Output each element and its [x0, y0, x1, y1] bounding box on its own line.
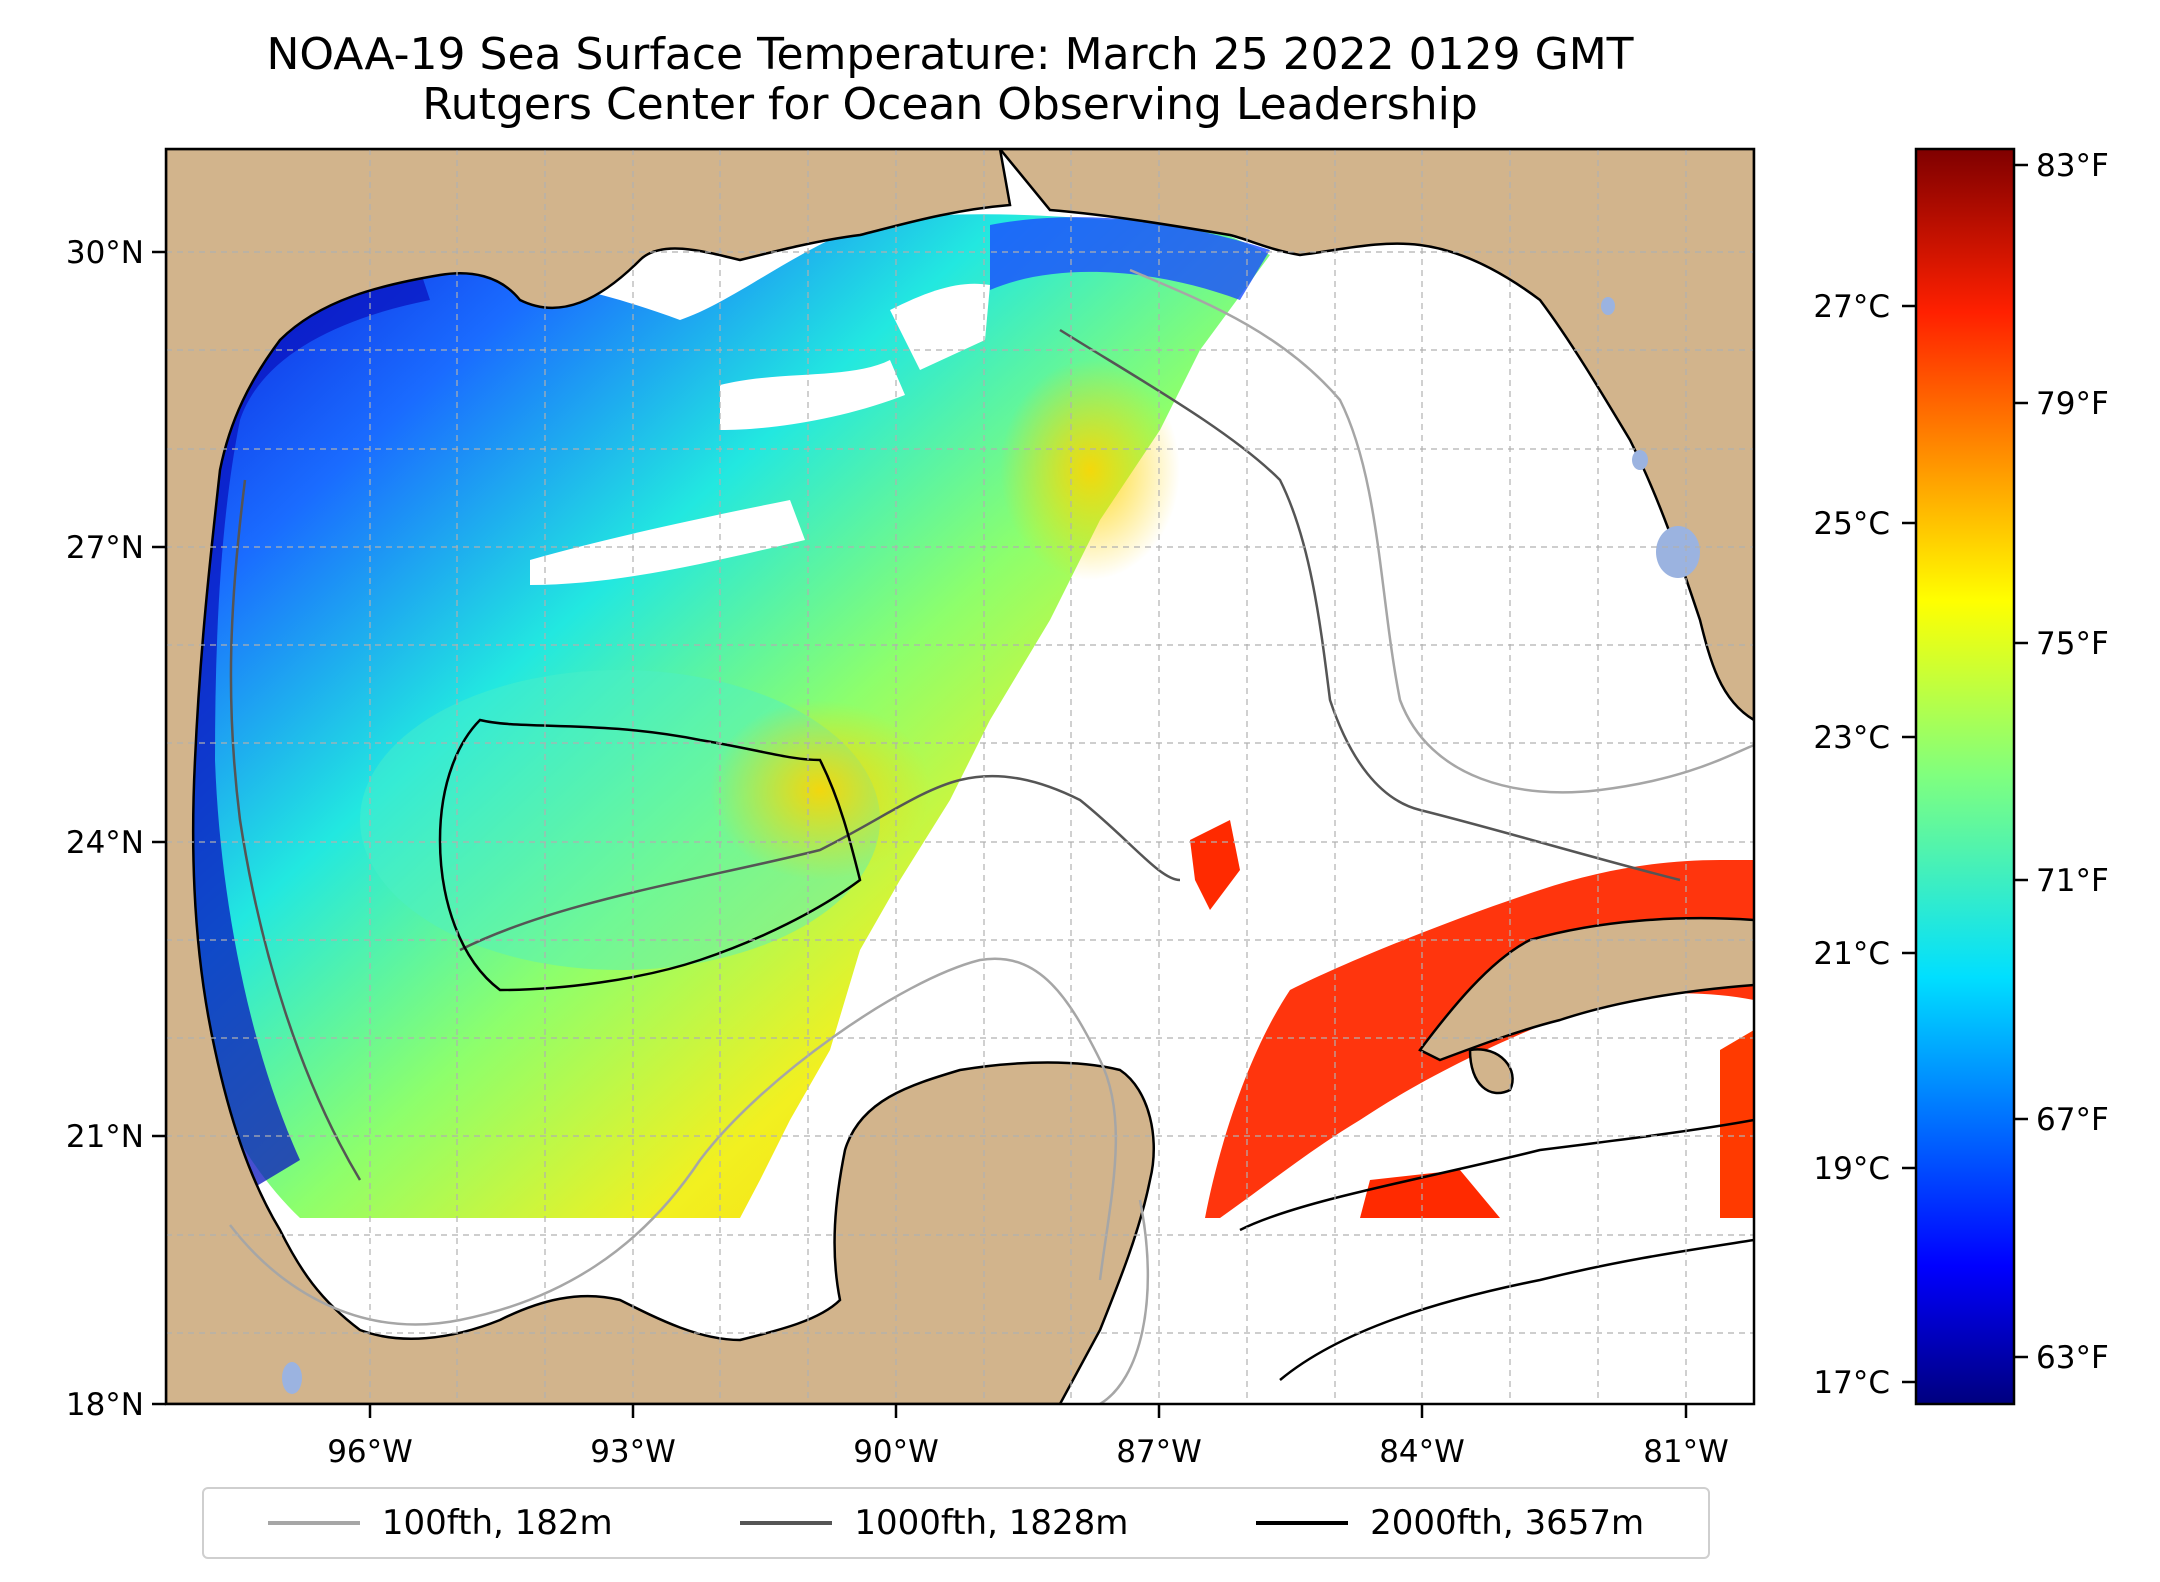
legend-item-100fth: 100fth, 182m	[267, 1503, 613, 1543]
colorbar	[1914, 147, 2016, 1406]
legend-item-2000fth: 2000fth, 3657m	[1256, 1503, 1644, 1543]
colorbar-ticks	[1902, 163, 2028, 1384]
axis-ticks	[152, 250, 1688, 1418]
contour-1000fth	[229, 479, 1181, 1181]
celsius-label: 25°C	[1813, 506, 1890, 542]
contour-1000fth	[1059, 328, 1681, 882]
map-subtitle: Rutgers Center for Ocean Observing Leade…	[422, 79, 1478, 130]
celsius-labels: 27°C 25°C 23°C 21°C 19°C 17°C	[1813, 289, 1890, 1401]
gridlines	[166, 149, 1754, 1404]
fahrenheit-label: 71°F	[2036, 863, 2109, 899]
fahrenheit-label: 63°F	[2036, 1340, 2109, 1376]
contour-100fth	[1129, 268, 1754, 794]
contour-2000fth	[1239, 1118, 1754, 1381]
lakes	[282, 297, 1700, 1394]
celsius-label: 17°C	[1813, 1365, 1890, 1401]
fahrenheit-label: 75°F	[2036, 626, 2109, 662]
warm-eddy	[710, 700, 930, 880]
map-title: NOAA-19 Sea Surface Temperature: March 2…	[266, 29, 1634, 80]
fahrenheit-label: 79°F	[2036, 386, 2109, 422]
legend-label: 1000fth, 1828m	[854, 1503, 1129, 1543]
lat-label: 24°N	[66, 825, 144, 861]
legend-item-1000fth: 1000fth, 1828m	[740, 1503, 1128, 1543]
celsius-label: 27°C	[1813, 289, 1890, 325]
latitude-labels: 30°N 27°N 24°N 21°N 18°N	[66, 235, 144, 1423]
map-panel	[166, 149, 1754, 1404]
lon-label: 84°W	[1379, 1434, 1465, 1470]
celsius-label: 19°C	[1813, 1151, 1890, 1187]
sst-field	[178, 214, 1271, 1218]
contour-2000fth	[438, 718, 862, 992]
fahrenheit-label: 67°F	[2036, 1102, 2109, 1138]
cloud-gap	[890, 283, 990, 370]
lon-label: 81°W	[1643, 1434, 1729, 1470]
cloud-gap	[530, 500, 805, 585]
cold-northern-shelf	[990, 217, 1270, 300]
legend-line-medium	[740, 1521, 833, 1525]
legend-label: 100fth, 182m	[381, 1503, 613, 1543]
legend-line-light	[267, 1521, 360, 1525]
map-frame	[164, 147, 1756, 1406]
lat-label: 21°N	[66, 1119, 144, 1155]
contour-100fth	[229, 957, 1150, 1404]
warm-patch	[1360, 1170, 1500, 1218]
fahrenheit-labels: 83°F 79°F 75°F 71°F 67°F 63°F	[2036, 148, 2109, 1376]
lat-label: 18°N	[66, 1387, 144, 1423]
legend-label: 2000fth, 3657m	[1370, 1503, 1645, 1543]
contour-legend: 100fth, 182m 1000fth, 1828m 2000fth, 365…	[202, 1487, 1710, 1559]
lat-label: 27°N	[66, 530, 144, 566]
lon-label: 90°W	[853, 1434, 939, 1470]
celsius-label: 21°C	[1813, 936, 1890, 972]
longitude-labels: 96°W 93°W 90°W 87°W 84°W 81°W	[327, 1434, 1729, 1470]
fahrenheit-label: 83°F	[2036, 148, 2109, 184]
lon-label: 96°W	[327, 1434, 413, 1470]
lat-label: 30°N	[66, 235, 144, 271]
land	[166, 149, 1754, 1404]
legend-line-dark	[1256, 1521, 1349, 1525]
lon-label: 93°W	[590, 1434, 676, 1470]
celsius-label: 23°C	[1813, 720, 1890, 756]
cloud-gap	[720, 360, 905, 430]
loop-current-warm	[1000, 360, 1180, 580]
lon-label: 87°W	[1116, 1434, 1202, 1470]
